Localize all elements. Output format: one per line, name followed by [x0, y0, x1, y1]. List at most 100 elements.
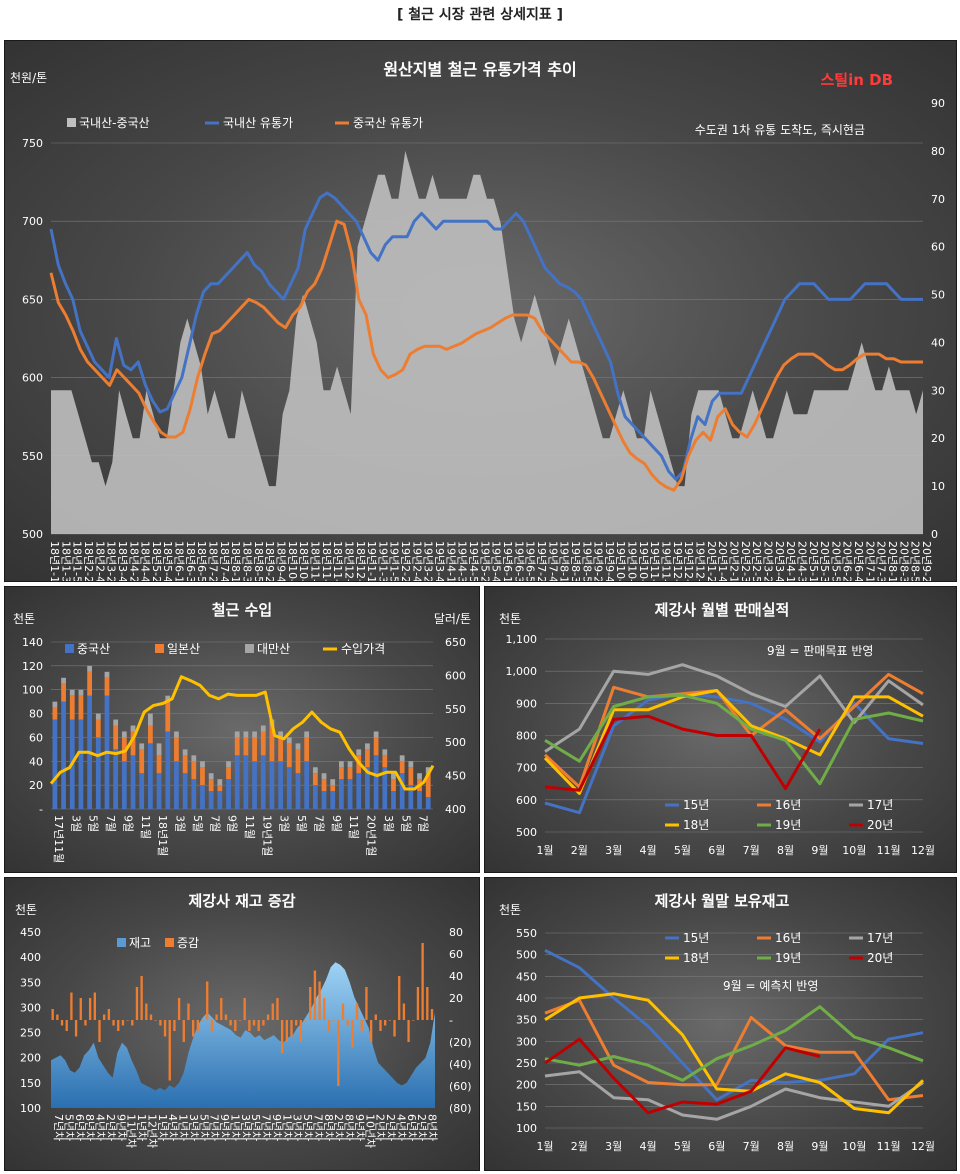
bar-taiwan: [286, 737, 292, 744]
y2-tick-label: 20: [449, 992, 463, 1005]
y-tick-label: 400: [20, 951, 41, 964]
x-tick-label: 18년6-3주: [184, 541, 197, 581]
legend-18년-label: 18년: [683, 951, 709, 965]
x-tick-label: 18년9-2주: [263, 541, 276, 581]
y-tick-label: -: [39, 803, 43, 816]
x-tick-label: 19년12-3주: [682, 541, 695, 581]
y-tick-label: 700: [22, 215, 43, 228]
bar-taiwan: [121, 731, 127, 738]
x-tick-label: 19년12-1주: [671, 541, 684, 581]
x-tick-label: 7년차: [208, 1114, 221, 1141]
x-tick-label: 18년8-5주: [252, 541, 265, 581]
chart-title: 제강사 재고 증감: [188, 892, 295, 910]
bar-japan: [347, 767, 353, 780]
bar-china: [208, 791, 214, 809]
month-end-inventory-chart: 제강사 월말 보유재고 천톤 9월 = 예측치 반영 100 150 200 250 300 3…: [484, 877, 957, 1171]
inventory-change-chart: 제강사 재고 증감 천톤 100 150 200 250 300 350 400 450 (80) (…: [4, 877, 480, 1171]
bar-change: [426, 987, 429, 1020]
bar-change: [430, 1009, 434, 1020]
bar-china: [399, 773, 405, 809]
x-tick-label: 20년6-4주: [852, 541, 865, 581]
y2-tick-label: 60: [449, 948, 463, 961]
bar-change: [379, 1020, 382, 1031]
bar-japan: [330, 785, 336, 792]
y-tick-label: 300: [516, 1035, 537, 1048]
bar-change: [374, 1014, 377, 1020]
x-tick-label: 19년8-1주: [558, 541, 571, 581]
y-tick-label: 60: [29, 731, 43, 744]
bar-change: [257, 1020, 260, 1031]
y-tick-label: 700: [516, 762, 537, 775]
bar-change: [234, 1020, 237, 1031]
y-axis-unit: 천원/톤: [10, 70, 47, 85]
x-tick-label: 11월: [877, 1140, 901, 1153]
x-tick-label: 18년1-3주: [59, 541, 72, 581]
x-tick-label: 9년차: [218, 1114, 231, 1141]
x-tick-label: 19년1-3주: [376, 541, 389, 581]
bar-taiwan: [156, 743, 162, 756]
y2-tick-label: (60): [449, 1080, 472, 1093]
bar-change: [206, 981, 209, 1020]
x-tick-label: 3월: [382, 815, 395, 832]
bar-china: [382, 767, 388, 809]
legend-japan-label: 일본산: [167, 642, 200, 656]
x-tick-label: 19년5-4주: [490, 541, 503, 581]
y2-tick-label: (80): [449, 1102, 472, 1115]
x-tick-label: 19년5-2주: [478, 541, 491, 581]
x-tick-label: 5월: [87, 815, 100, 832]
bar-change: [196, 1020, 200, 1031]
x-tick-label: 4년차: [394, 1114, 407, 1141]
bar-japan: [95, 719, 101, 738]
bar-change: [313, 970, 317, 1020]
bar-change: [210, 1020, 214, 1031]
bar-taiwan: [295, 743, 301, 750]
line-19년: [544, 1005, 924, 1082]
bar-taiwan: [78, 689, 84, 696]
bar-change: [168, 1020, 171, 1081]
bar-change: [421, 943, 424, 1020]
x-tick-label: 19년9-2주: [592, 541, 605, 581]
x-tick-label: 5년차: [301, 1114, 314, 1141]
bar-taiwan: [408, 761, 414, 768]
legend-16년-label: 16년: [775, 798, 801, 812]
legend-taiwan-label: 대만산: [257, 642, 290, 656]
x-tick-label: 19년6-5주: [524, 541, 537, 581]
x-tick-label: 8년차: [426, 1114, 439, 1141]
x-tick-label: 18년7-4주: [218, 541, 231, 581]
bar-taiwan: [425, 767, 431, 774]
bar-change: [191, 1020, 195, 1037]
y-axis-unit: 천톤: [13, 611, 35, 626]
y2-tick-label: (40): [449, 1058, 472, 1071]
y-tick-label: 500: [22, 528, 43, 541]
bar-change: [266, 1014, 270, 1020]
bar-change: [103, 1014, 106, 1020]
y-tick-label: 150: [20, 1077, 41, 1090]
bar-china: [365, 767, 370, 809]
area-domestic-minus-china: [51, 150, 923, 534]
x-tick-label: 20년8-5주: [909, 541, 922, 581]
bar-change: [117, 1020, 120, 1031]
bar-china: [174, 761, 179, 809]
y-tick-label: 100: [20, 1102, 41, 1115]
bar-taiwan: [174, 731, 179, 738]
bar-china: [278, 761, 284, 809]
bar-change: [93, 992, 96, 1020]
x-tick-label: 19년3-2주: [422, 541, 435, 581]
bar-china: [269, 761, 275, 809]
x-tick-label: 3월: [278, 815, 291, 832]
x-tick-label: 18년2-2주: [82, 541, 95, 581]
y2-tick-label: 10: [931, 480, 945, 493]
x-tick-label: 2년차: [104, 1114, 117, 1141]
y-tick-label: 500: [516, 826, 537, 839]
area-inventory: [51, 962, 435, 1108]
x-tick-label: 20년2-3주: [739, 541, 752, 581]
bar-change: [145, 1003, 148, 1020]
bar-taiwan: [226, 761, 231, 768]
x-tick-label: 2년차: [415, 1114, 428, 1141]
x-tick-label: 18년1-5주: [71, 541, 84, 581]
y-tick-label: 250: [20, 1027, 41, 1040]
bar-japan: [78, 695, 84, 720]
bar-japan: [408, 767, 414, 786]
bar-change: [285, 1020, 288, 1042]
x-tick-label: 3년차: [187, 1114, 200, 1141]
